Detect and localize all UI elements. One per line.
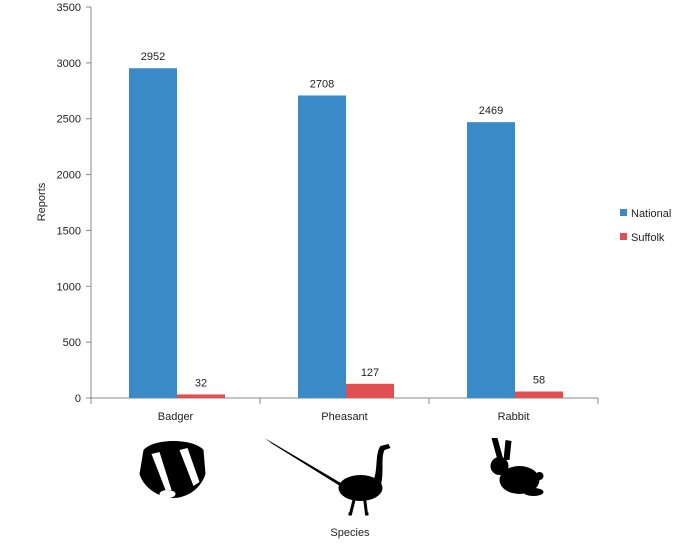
legend-swatch-national	[620, 209, 627, 216]
bars	[129, 68, 563, 399]
y-tick-label: 0	[75, 393, 81, 405]
data-labels: 2952 32 2708 127 2469 58	[141, 51, 545, 389]
y-tick-label: 2500	[57, 114, 81, 126]
data-label: 32	[195, 377, 207, 389]
data-label: 2952	[141, 51, 165, 63]
pheasant-icon	[264, 438, 391, 516]
badger-icon	[139, 441, 206, 498]
legend-label-national: National	[631, 208, 671, 220]
data-label: 127	[361, 367, 379, 379]
y-axis-label: Reports	[36, 182, 48, 221]
legend: National Suffolk	[620, 208, 671, 244]
bar-national-pheasant	[298, 95, 346, 398]
y-tick-label: 1000	[57, 281, 81, 293]
data-label: 58	[533, 375, 545, 387]
y-tick-label: 1500	[57, 225, 81, 237]
y-tick-label: 2000	[57, 170, 81, 182]
bar-suffolk-badger	[177, 394, 225, 398]
bar-suffolk-rabbit	[515, 391, 563, 398]
legend-label-suffolk: Suffolk	[631, 232, 665, 244]
data-label: 2469	[479, 105, 503, 117]
category-icons	[139, 438, 544, 516]
bar-national-rabbit	[467, 122, 515, 398]
rabbit-icon	[490, 438, 544, 496]
x-tick-label: Pheasant	[321, 411, 367, 423]
axes: 0 500 1000 1500 2000 2500 3000 3500 Badger Pheasa…	[57, 2, 599, 423]
bar-suffolk-pheasant	[346, 383, 394, 398]
x-tick-label: Badger	[158, 411, 194, 423]
data-label: 2708	[310, 78, 334, 90]
x-tick-label: Rabbit	[498, 411, 530, 423]
x-axis-label: Species	[330, 527, 370, 539]
y-tick-label: 3500	[57, 2, 81, 14]
legend-swatch-suffolk	[620, 233, 627, 240]
y-tick-label: 500	[63, 337, 81, 349]
bar-national-badger	[129, 68, 177, 399]
y-tick-label: 3000	[57, 58, 81, 70]
